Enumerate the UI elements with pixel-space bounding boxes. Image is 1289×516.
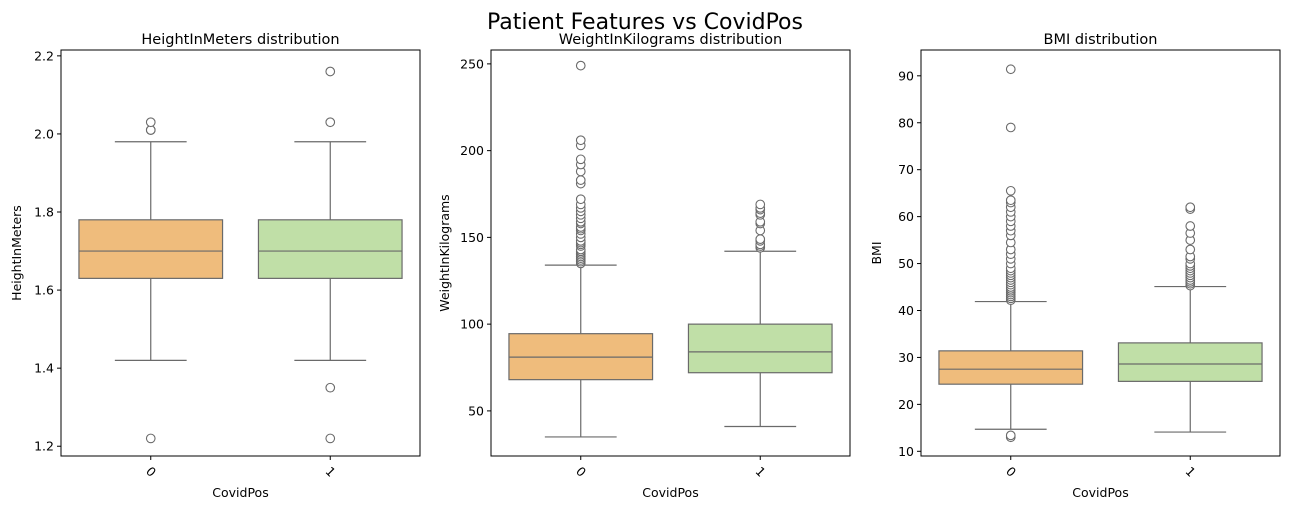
y-tick-label: 30 xyxy=(898,350,914,365)
outlier-point xyxy=(145,117,156,128)
box-1 xyxy=(257,66,403,444)
outlier-point xyxy=(575,154,586,165)
outlier-point xyxy=(325,433,336,444)
x-tick-label: 1 xyxy=(752,464,768,480)
outlier-point xyxy=(1005,430,1016,441)
y-axis-label: HeightInMeters xyxy=(9,205,24,301)
outlier-point xyxy=(755,199,766,210)
y-tick-label: 20 xyxy=(898,397,914,412)
plot-frame xyxy=(490,49,851,457)
subplot-title: HeightInMeters distribution xyxy=(141,32,339,48)
outlier-point xyxy=(1185,221,1196,231)
iqr-box xyxy=(1117,342,1263,382)
y-tick-label: 60 xyxy=(898,209,914,224)
iqr-box xyxy=(257,219,403,279)
box-1 xyxy=(687,199,833,428)
y-tick-label: 150 xyxy=(460,230,484,245)
y-tick-label: 200 xyxy=(460,143,484,158)
y-tick-label: 10 xyxy=(898,444,914,459)
y-axis-label: BMI xyxy=(869,241,884,264)
outlier-point xyxy=(325,117,336,128)
box-0 xyxy=(508,60,654,438)
outlier-point xyxy=(1005,122,1016,133)
y-tick-label: 50 xyxy=(898,256,914,271)
box-0 xyxy=(78,117,224,444)
box-0 xyxy=(938,64,1084,443)
outlier-point xyxy=(575,175,586,185)
outlier-point xyxy=(1005,195,1016,206)
iqr-box xyxy=(687,323,833,374)
y-tick-label: 250 xyxy=(460,56,484,71)
iqr-box xyxy=(78,219,224,279)
outlier-point xyxy=(1005,185,1016,196)
subplots: HeightInMeters distribution 1.2 1.4 1.6 1.8 2… xyxy=(9,32,1281,500)
outlier-point xyxy=(575,60,586,71)
outlier-point xyxy=(755,234,766,244)
x-axis-label: CovidPos xyxy=(212,485,268,500)
plot-frame xyxy=(920,49,1281,457)
y-tick-label: 50 xyxy=(468,403,484,418)
outlier-point xyxy=(325,382,336,393)
y-tick-label: 1.6 xyxy=(34,283,54,298)
outlier-point xyxy=(1185,202,1196,213)
outlier-point xyxy=(325,66,336,77)
x-tick-label: 1 xyxy=(322,464,338,480)
y-tick-label: 2.0 xyxy=(34,126,54,141)
x-tick-label: 1 xyxy=(1182,464,1198,480)
y-tick-label: 90 xyxy=(898,68,914,83)
outlier-point xyxy=(1005,64,1016,75)
subplot-3: BMI distribution 10 20 30 40 50 60 70 80 90 BMI 0 1 C… xyxy=(869,32,1281,500)
outlier-point xyxy=(575,135,586,146)
x-tick-label: 0 xyxy=(573,464,589,480)
y-tick-label: 70 xyxy=(898,162,914,177)
subplot-2: WeightInKilograms distribution 50 100 150 20… xyxy=(437,32,851,500)
y-axis-label: WeightInKilograms xyxy=(437,194,452,311)
y-tick-label: 1.8 xyxy=(34,205,54,220)
x-axis-label: CovidPos xyxy=(642,485,698,500)
plot-frame xyxy=(60,49,421,457)
figure-title: Patient Features vs CovidPos xyxy=(487,10,803,35)
y-tick-label: 80 xyxy=(898,115,914,130)
outlier-point xyxy=(1185,244,1196,255)
x-tick-label: 0 xyxy=(1003,464,1019,480)
x-axis-label: CovidPos xyxy=(1072,485,1128,500)
box-1 xyxy=(1117,202,1263,433)
subplot-title: WeightInKilograms distribution xyxy=(559,32,782,48)
subplot-1: HeightInMeters distribution 1.2 1.4 1.6 1.8 2… xyxy=(9,32,421,500)
outlier-point xyxy=(145,433,156,444)
y-tick-label: 100 xyxy=(460,317,484,332)
outlier-point xyxy=(575,194,586,205)
y-tick-label: 40 xyxy=(898,303,914,318)
y-tick-label: 1.2 xyxy=(34,439,54,454)
x-tick-label: 0 xyxy=(143,464,159,480)
iqr-box xyxy=(938,350,1084,385)
subplot-title: BMI distribution xyxy=(1044,32,1158,48)
y-tick-label: 2.2 xyxy=(34,48,54,63)
y-tick-label: 1.4 xyxy=(34,361,54,376)
